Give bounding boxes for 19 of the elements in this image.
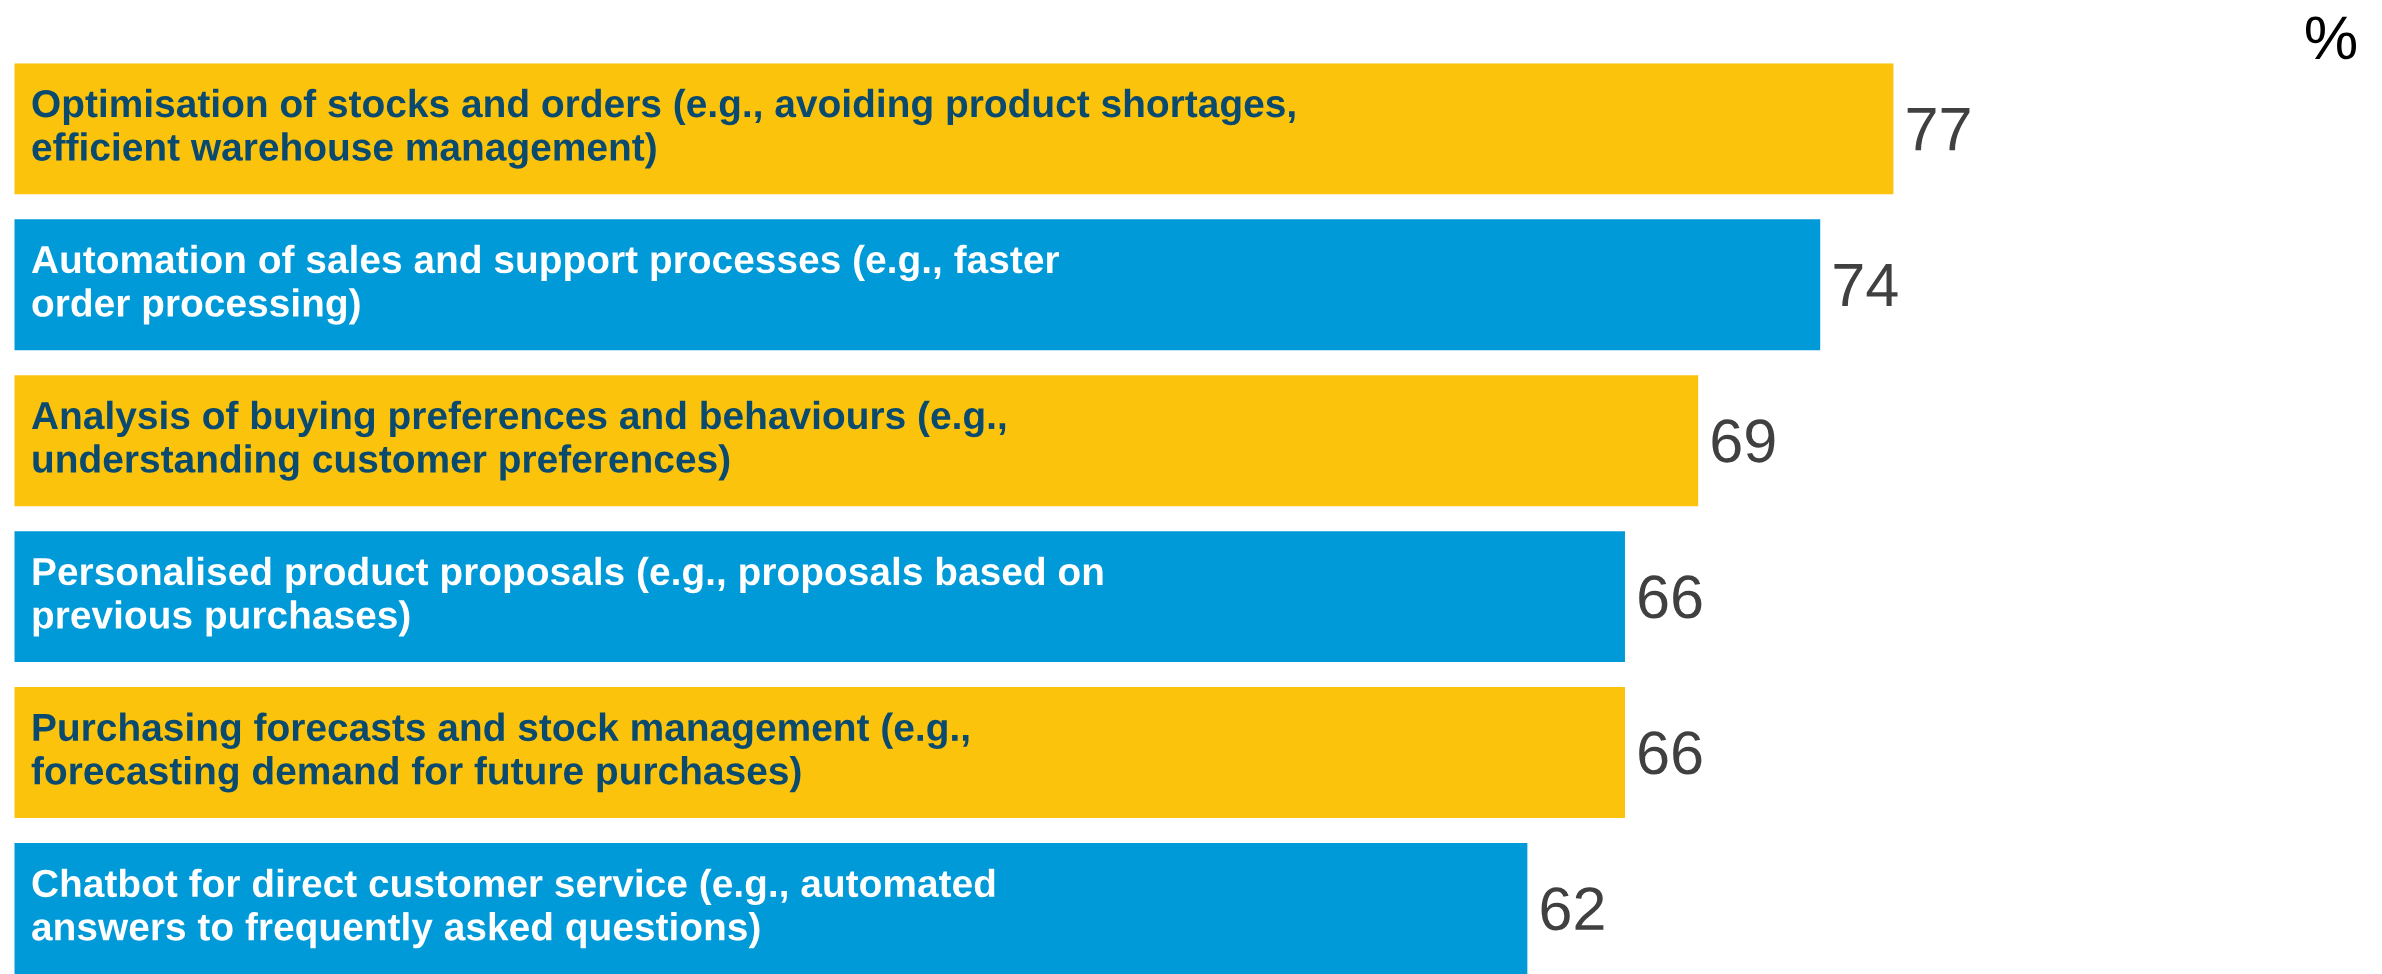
y-tick-label: Purchasing forecasts and stock management (e.g., forecasting demand for future purchases)	[31, 712, 969, 793]
bar	[14, 687, 1625, 819]
y-tick-label: Analysis of buying preferences and behaviours (e.g., understanding customer preferences)	[31, 400, 1006, 481]
data-label: 62	[1541, 887, 1604, 931]
data-label: 69	[1712, 419, 1775, 463]
text: %	[2306, 16, 2356, 60]
data-label: 66	[1639, 731, 1702, 775]
bar	[14, 375, 1699, 507]
y-tick-label: Automation of sales and support processes (e.g., faster order processing)	[31, 244, 1059, 325]
y-tick-label: Optimisation of stocks and orders (e.g., avoiding product shortages, efficient warehouse management)	[32, 88, 1295, 169]
data-label: 74	[1834, 264, 1898, 307]
y-tick-label: Personalised product proposals (e.g., proposals based on previous purchases)	[33, 556, 1103, 637]
data-label: 77	[1907, 108, 1970, 151]
data-label: 66	[1639, 575, 1702, 619]
y-tick-label: Chatbot for direct customer service (e.g., automated answers to frequently asked questions)	[32, 868, 995, 949]
bar	[14, 531, 1625, 663]
bar	[14, 219, 1821, 351]
bar	[14, 843, 1528, 974]
bar	[14, 63, 1894, 195]
